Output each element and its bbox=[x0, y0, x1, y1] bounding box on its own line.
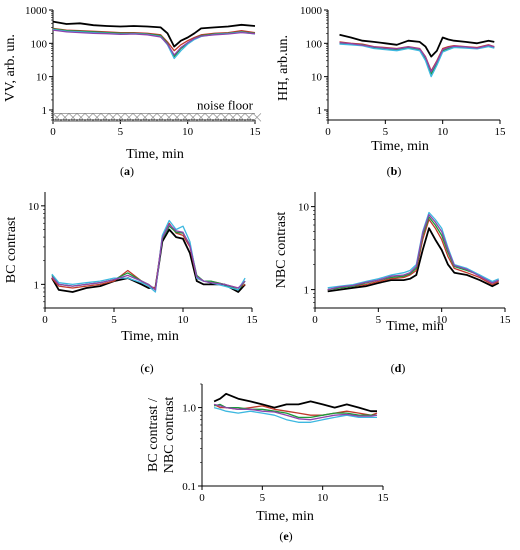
x-tick-label: 15 bbox=[250, 126, 262, 138]
series-line-5 bbox=[51, 223, 246, 291]
x-tick-label: 10 bbox=[182, 126, 194, 138]
panel-caption: (b) bbox=[387, 164, 402, 178]
y-tick-label: 100 bbox=[31, 38, 48, 50]
noise-floor-label: noise floor bbox=[197, 97, 254, 112]
x-tick-label: 0 bbox=[50, 126, 56, 138]
x-axis-label: Time, min bbox=[386, 319, 444, 334]
y-axis-label-line2: NBC contrast bbox=[162, 397, 177, 474]
series-line-3 bbox=[327, 216, 499, 291]
y-axis-label: VV, arb. un. bbox=[3, 34, 18, 102]
x-tick-label: 5 bbox=[376, 314, 382, 326]
x-axis-label: Time, min bbox=[126, 147, 184, 162]
panel-caption: (e) bbox=[279, 529, 292, 543]
series-line-1 bbox=[52, 20, 256, 48]
panel-caption: (d) bbox=[391, 361, 406, 375]
x-tick-label: 0 bbox=[42, 314, 48, 326]
y-tick-label: 1 bbox=[42, 105, 48, 117]
panel-caption: (c) bbox=[140, 361, 153, 375]
y-tick-label: 10 bbox=[36, 72, 48, 84]
series-line-5 bbox=[327, 214, 499, 291]
panel-b: 0 5 10 15 1 10 100 1000 HH, arb.un. Time, min (b) bbox=[276, 5, 506, 178]
y-axis-label: HH, arb.un. bbox=[276, 35, 291, 101]
x-tick-label: 10 bbox=[317, 492, 329, 504]
x-tick-label: 15 bbox=[500, 314, 512, 326]
series-line-3 bbox=[51, 225, 246, 291]
y-tick-label: 0.1 bbox=[182, 481, 196, 493]
series-line-2 bbox=[327, 218, 499, 291]
noise-floor-band bbox=[52, 112, 262, 122]
y-tick-label: 1.0 bbox=[182, 403, 196, 415]
y-tick-label: 1 bbox=[304, 285, 310, 297]
x-tick-label: 10 bbox=[178, 314, 190, 326]
y-axis-label: NBC contrast bbox=[274, 212, 289, 289]
x-axis-label: Time, min bbox=[371, 139, 429, 154]
y-tick-label: 100 bbox=[306, 38, 323, 50]
y-tick-label: 10 bbox=[28, 201, 40, 213]
y-tick-label: 10 bbox=[298, 202, 310, 214]
panel-d: 0 5 10 15 1 10 NBC contrast Time, min (d) bbox=[274, 192, 511, 375]
series-line-4 bbox=[213, 406, 377, 423]
x-tick-label: 5 bbox=[118, 126, 124, 138]
x-tick-label: 0 bbox=[325, 126, 331, 138]
series-line-2 bbox=[51, 222, 246, 289]
series-line-5 bbox=[339, 41, 495, 73]
x-tick-label: 5 bbox=[260, 492, 266, 504]
y-tick-label: 1 bbox=[34, 279, 40, 291]
y-tick-label: 1000 bbox=[25, 5, 48, 17]
x-tick-label: 5 bbox=[111, 314, 117, 326]
panel-a: 0 5 10 15 1 10 100 1000 noise floor VV, arb. un. T… bbox=[3, 5, 262, 178]
x-axis-label: Time, min bbox=[121, 329, 179, 344]
x-tick-label: 10 bbox=[437, 126, 449, 138]
series-line-4 bbox=[51, 219, 246, 293]
series-line-5 bbox=[213, 403, 378, 421]
y-tick-label: 1 bbox=[317, 105, 323, 117]
series-line-3 bbox=[213, 403, 377, 419]
x-tick-label: 0 bbox=[199, 492, 205, 504]
series-line-1 bbox=[339, 33, 495, 58]
series-line-4 bbox=[339, 43, 495, 78]
series-line-5 bbox=[52, 29, 256, 56]
y-tick-label: 10 bbox=[311, 72, 323, 84]
x-tick-label: 10 bbox=[436, 314, 448, 326]
panel-e: 0 5 10 15 0.1 1.0 BC contrast / NBC contrast Tim… bbox=[146, 383, 390, 543]
x-tick-label: 5 bbox=[383, 126, 389, 138]
x-axis-label: Time, min bbox=[256, 509, 314, 524]
series-line-1 bbox=[327, 227, 500, 293]
x-tick-label: 15 bbox=[378, 492, 390, 504]
x-tick-label: 0 bbox=[312, 314, 318, 326]
panel-caption: (a) bbox=[120, 164, 134, 178]
series-line-1 bbox=[213, 392, 377, 413]
x-tick-label: 15 bbox=[495, 126, 507, 138]
y-axis-label: BC contrast bbox=[4, 217, 19, 284]
x-tick-label: 15 bbox=[247, 314, 259, 326]
y-axis-label: BC contrast / bbox=[146, 398, 161, 472]
panel-c: 0 5 10 15 1 10 BC contrast Time, min (c) bbox=[4, 192, 258, 375]
y-tick-label: 1000 bbox=[300, 5, 323, 17]
